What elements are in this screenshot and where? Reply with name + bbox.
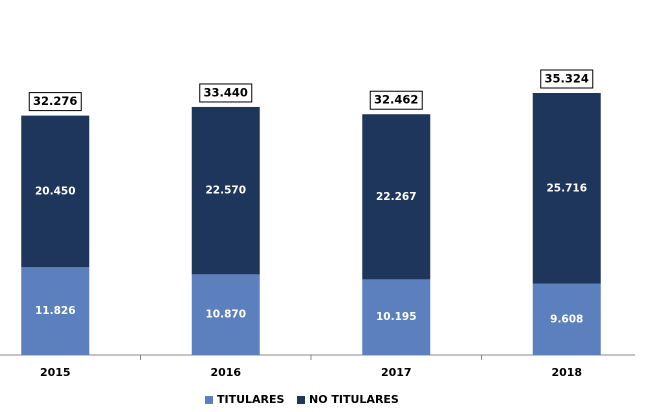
x-tick-label: 2016 [210, 366, 241, 379]
bar-segment [362, 279, 431, 355]
total-label: 35.324 [545, 72, 589, 86]
total-label: 33.440 [204, 85, 248, 99]
value-label: 10.870 [205, 309, 246, 321]
value-label: 22.570 [205, 185, 246, 197]
value-label: 25.716 [546, 182, 587, 194]
bar-segment [21, 267, 90, 355]
total-box [199, 83, 253, 103]
total-box [369, 90, 423, 110]
value-label: 20.450 [35, 185, 76, 197]
x-tick-label: 2015 [40, 366, 71, 379]
bar-segment [21, 115, 90, 268]
value-label: 22.267 [376, 191, 417, 203]
value-label: 11.826 [35, 305, 76, 317]
total-box [540, 69, 594, 89]
legend-swatch [205, 396, 213, 404]
total-label: 32.276 [33, 94, 77, 108]
x-tick-label: 2018 [551, 366, 582, 379]
legend-label: NO TITULARES [309, 393, 399, 406]
bar-segment [532, 93, 601, 284]
legend-label: TITULARES [217, 393, 285, 406]
total-label: 32.462 [374, 93, 418, 107]
bar-segment [532, 283, 601, 355]
x-tick-label: 2017 [381, 366, 412, 379]
bar-segment [362, 114, 431, 280]
value-label: 10.195 [376, 311, 417, 323]
legend-swatch [297, 396, 305, 404]
total-box [28, 92, 82, 112]
bar-segment [191, 106, 260, 275]
bar-segment [191, 274, 260, 355]
value-label: 9.608 [550, 313, 583, 325]
